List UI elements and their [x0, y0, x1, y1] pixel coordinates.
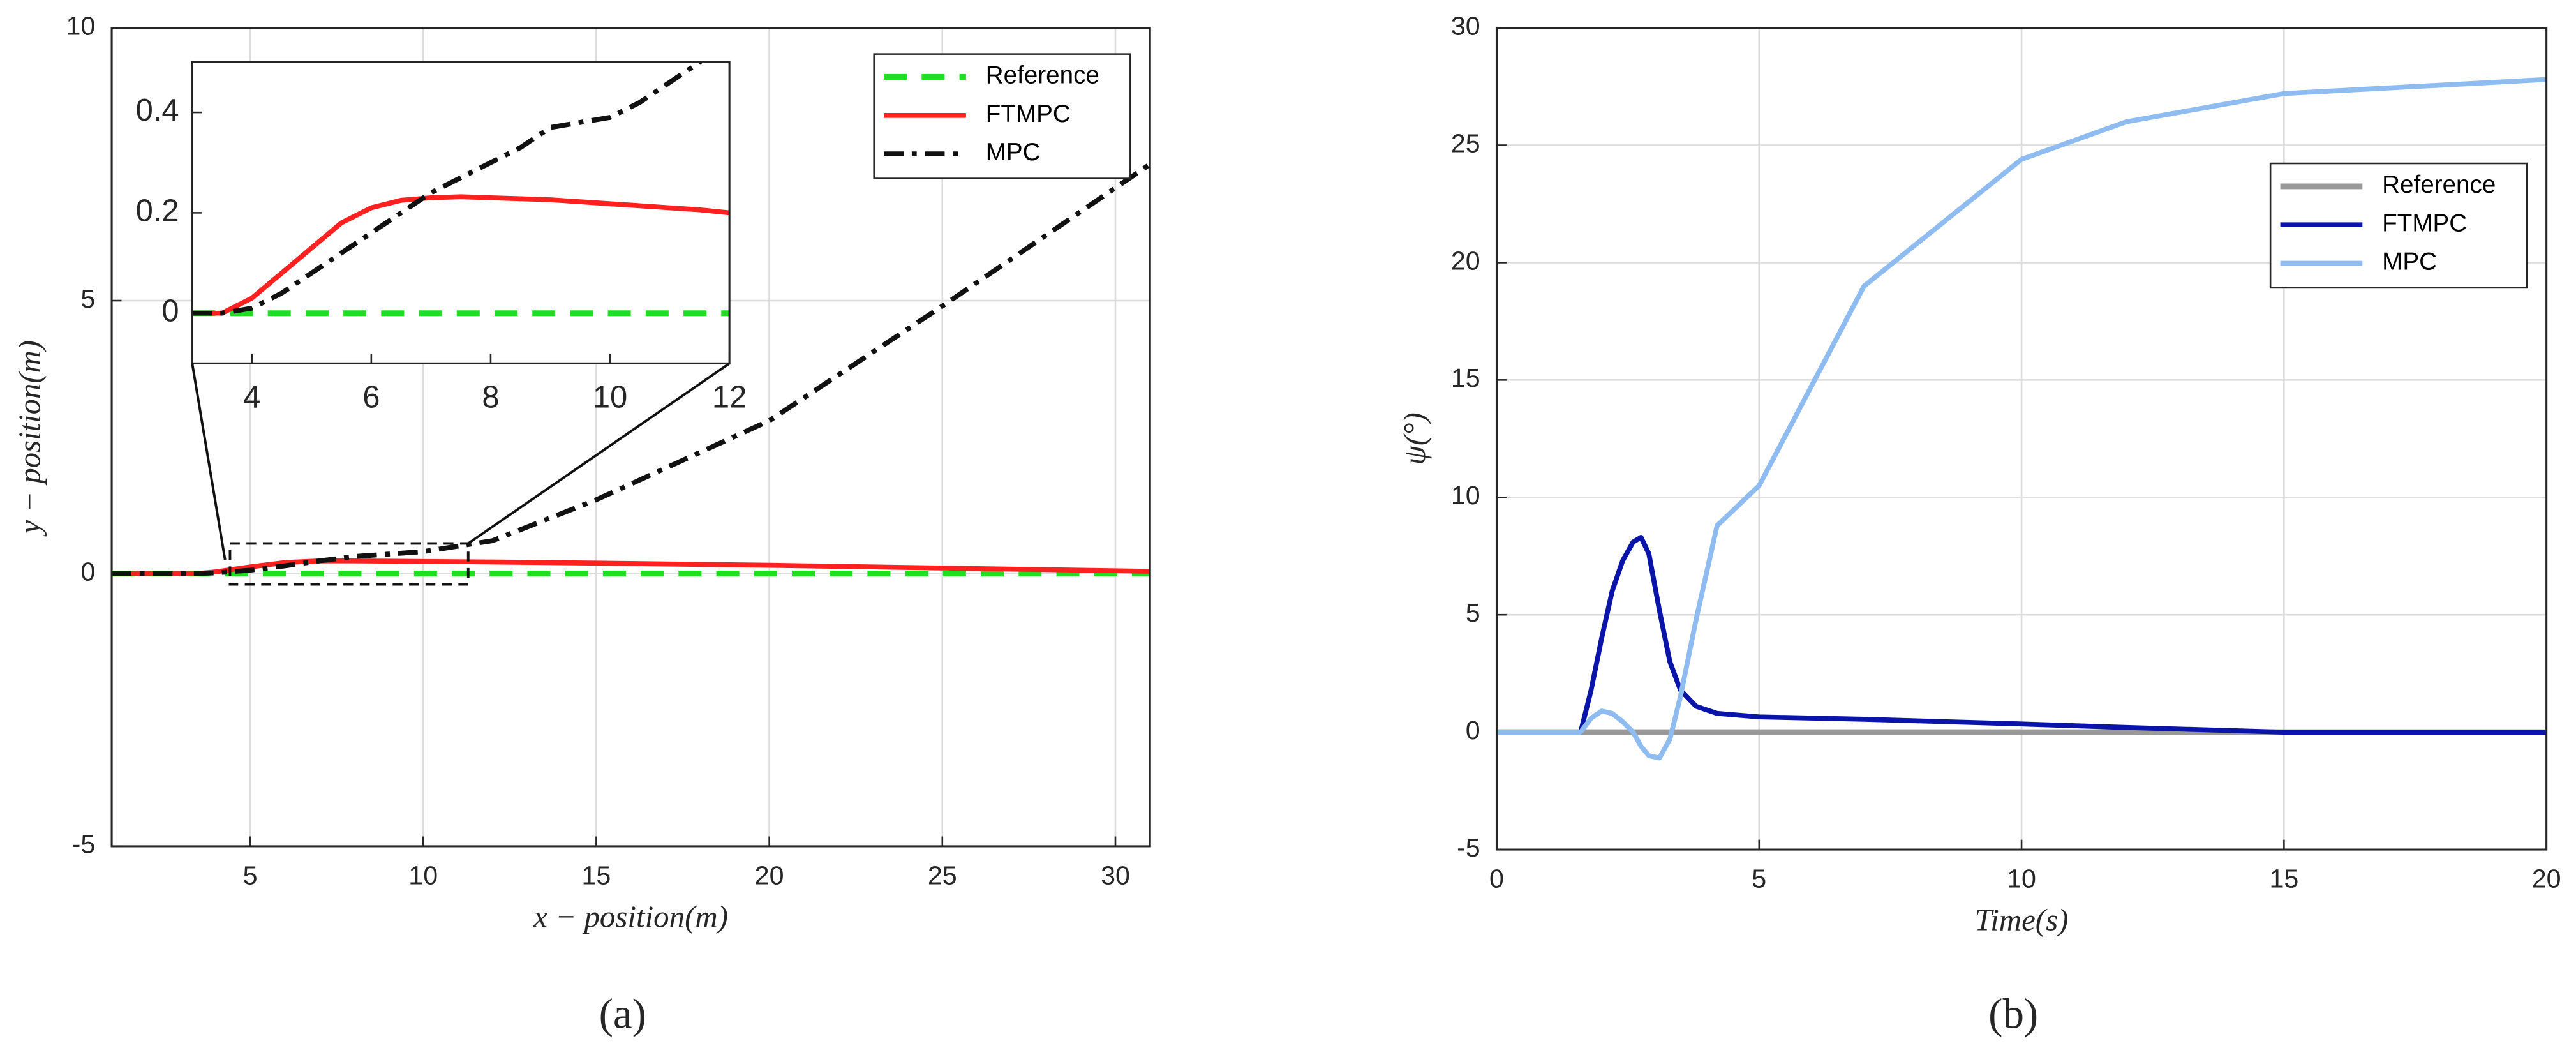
- x-tick-label: 4: [243, 380, 260, 415]
- y-tick-label: 0: [161, 294, 179, 329]
- plot-area: [192, 62, 730, 364]
- x-tick-label: 15: [2269, 864, 2298, 894]
- y-tick-label: 0.4: [136, 93, 179, 128]
- y-axis-label: ψ(°): [1397, 412, 1432, 465]
- legend-label: FTMPC: [2382, 209, 2467, 237]
- x-tick-label: 8: [482, 380, 499, 415]
- series-line: [1496, 534, 2547, 735]
- caption: (b): [1988, 991, 2038, 1038]
- series-group: [192, 62, 730, 317]
- x-tick-label: 10: [2007, 864, 2036, 894]
- series-line: [192, 194, 730, 316]
- x-tick-label: 10: [593, 380, 627, 415]
- x-tick-label: 5: [1752, 864, 1766, 894]
- y-tick-label: 5: [80, 284, 95, 313]
- y-tick-label: 30: [1451, 11, 1480, 41]
- x-axis-label: Time(s): [1975, 903, 2069, 938]
- legend-label: Reference: [986, 62, 1099, 89]
- x-axis-label: x − position(m): [533, 899, 728, 934]
- x-tick-label: 30: [1101, 861, 1130, 890]
- axes-box: [1495, 27, 2548, 851]
- chart: 0 5 10 15 20 -5 0 5 10 15 20 25 30 Time(s) ψ(°) (b) Refe…: [1397, 11, 2561, 1038]
- zoom-indicator: [191, 362, 731, 586]
- y-tick-label: 25: [1451, 128, 1480, 158]
- axes-box: [110, 27, 1151, 848]
- zoom-connector: [191, 363, 227, 560]
- y-tick-label: -5: [72, 830, 96, 859]
- zoom-box: [228, 542, 470, 586]
- y-tick-label: 0.2: [136, 193, 179, 228]
- axes-box: [191, 61, 731, 364]
- y-tick-label: 10: [1451, 481, 1480, 510]
- legend-label: FTMPC: [986, 100, 1071, 128]
- y-tick-label: 0: [80, 557, 95, 586]
- series-line: [112, 162, 1150, 576]
- series-group: [112, 162, 1150, 576]
- series-group: [1496, 77, 2547, 761]
- y-tick-label: 0: [1466, 716, 1480, 745]
- y-axis-label: y − position(m): [12, 340, 47, 537]
- x-tick-label: 25: [928, 861, 957, 890]
- x-tick-label: 20: [2532, 864, 2561, 894]
- legend: Reference FTMPC MPC: [873, 53, 1131, 179]
- x-tick-label: 20: [755, 861, 784, 890]
- y-tick-label: -5: [1457, 833, 1480, 862]
- x-tick-label: 15: [582, 861, 611, 890]
- legend-label: Reference: [2382, 171, 2496, 199]
- x-tick-label: 12: [712, 380, 747, 415]
- x-tick-label: 6: [362, 380, 380, 415]
- series-line: [192, 62, 703, 316]
- x-tick-label: 10: [408, 861, 438, 890]
- plots: 5 10 15 20 25 30 -5 0 5 10 x − position(m) y − posi…: [12, 11, 2561, 1038]
- legend-label: MPC: [2382, 248, 2437, 276]
- y-tick-label: 10: [66, 11, 96, 41]
- caption: (a): [599, 991, 646, 1038]
- y-tick-label: 20: [1451, 246, 1480, 275]
- inset-chart: 4 6 8 10 12 0 0.2 0.4: [136, 61, 747, 415]
- y-tick-label: 15: [1451, 363, 1480, 393]
- legend-label: MPC: [986, 139, 1041, 166]
- x-tick-label: 5: [243, 861, 258, 890]
- zoom-connector: [467, 362, 731, 545]
- legend: Reference FTMPC MPC: [2269, 162, 2528, 289]
- series-line: [1496, 77, 2547, 761]
- x-tick-label: 0: [1489, 864, 1504, 894]
- y-tick-label: 5: [1466, 598, 1480, 627]
